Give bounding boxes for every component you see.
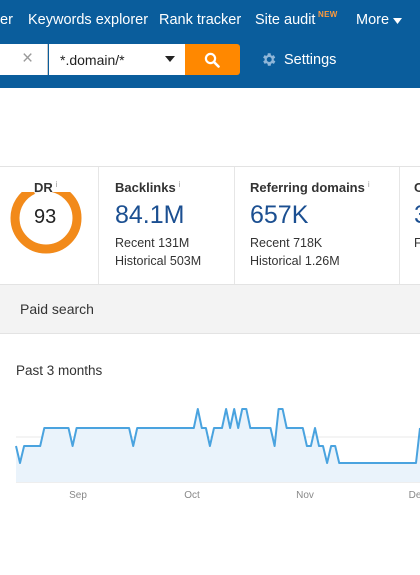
caret-down-icon xyxy=(393,18,402,24)
series-line xyxy=(15,408,420,464)
nav-item-keywords-explorer[interactable]: Keywords explorer xyxy=(28,12,149,28)
nav-item-rank-tracker[interactable]: Rank tracker xyxy=(159,12,242,28)
partial-metric-value: 3 xyxy=(414,201,420,230)
x-tick-label: De xyxy=(409,490,420,501)
nav-menu: er Keywords explorer Rank tracker Site a… xyxy=(0,0,420,42)
tab-paid-search[interactable]: Paid search xyxy=(20,301,94,317)
nav-item-site-audit[interactable]: Site audit xyxy=(255,12,316,28)
x-tick-label: Oct xyxy=(184,490,200,501)
nav-item-partial[interactable]: er xyxy=(0,12,13,28)
series-area xyxy=(16,409,420,482)
referring-domains-recent: Recent 718K xyxy=(250,236,323,250)
dr-metric: DR i 93 xyxy=(0,167,98,285)
close-icon[interactable]: × xyxy=(22,48,34,69)
section-tab-bar: Paid search xyxy=(0,284,420,334)
search-icon xyxy=(204,52,220,68)
top-navigation-bar: er Keywords explorer Rank tracker Site a… xyxy=(0,0,420,88)
backlinks-recent: Recent 131M xyxy=(115,236,190,250)
referring-domains-historical: Historical 1.26M xyxy=(250,254,340,268)
backlinks-label[interactable]: Backlinks i xyxy=(115,180,181,195)
backlinks-historical: Historical 503M xyxy=(115,254,202,268)
chevron-down-icon xyxy=(165,56,175,62)
search-button[interactable] xyxy=(185,44,240,75)
search-bar: × *.domain/* Settings xyxy=(0,44,420,76)
nav-item-more[interactable]: More xyxy=(356,12,390,28)
referring-domains-value[interactable]: 657K xyxy=(250,201,309,229)
dr-gauge xyxy=(10,192,82,254)
partial-metric-label: O xyxy=(414,180,420,195)
partial-metric: O 3 F xyxy=(399,167,420,285)
chart-title: Past 3 months xyxy=(16,363,103,378)
x-tick-label: Nov xyxy=(296,490,314,501)
dr-value: 93 xyxy=(34,206,57,228)
dr-ring xyxy=(10,192,82,254)
referring-domains-label[interactable]: Referring domains i xyxy=(250,180,370,195)
settings-label: Settings xyxy=(284,52,337,68)
mode-select[interactable]: *.domain/* xyxy=(49,44,185,75)
backlinks-metric: Backlinks i 84.1M Recent 131M Historical … xyxy=(98,167,234,285)
x-tick-label: Sep xyxy=(69,490,87,501)
metrics-row: DR i 93 Backlinks i 84.1M Recent 131M Hist… xyxy=(0,166,420,285)
new-badge: NEW xyxy=(318,10,338,19)
paid-search-chart: Sep Oct Nov De xyxy=(15,408,420,501)
backlinks-value[interactable]: 84.1M xyxy=(115,201,185,229)
referring-domains-metric: Referring domains i 657K Recent 718K Hist… xyxy=(234,167,399,285)
mode-select-value: *.domain/* xyxy=(60,52,125,68)
search-input[interactable]: × xyxy=(0,44,48,75)
partial-metric-sub: F xyxy=(414,236,420,250)
gear-icon xyxy=(263,53,276,66)
